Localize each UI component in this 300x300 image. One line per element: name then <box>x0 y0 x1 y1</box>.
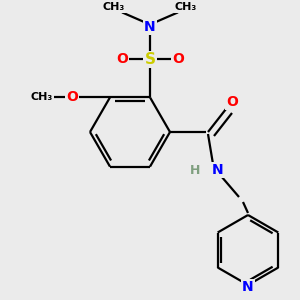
Text: O: O <box>66 90 78 104</box>
Text: O: O <box>172 52 184 66</box>
Text: O: O <box>226 95 238 109</box>
Text: CH₃: CH₃ <box>175 2 197 12</box>
Text: S: S <box>145 52 155 67</box>
Text: N: N <box>144 20 156 34</box>
Text: N: N <box>212 163 224 177</box>
Text: H: H <box>190 164 200 176</box>
Text: O: O <box>116 52 128 66</box>
Text: N: N <box>242 280 254 294</box>
Text: CH₃: CH₃ <box>103 2 125 12</box>
Text: CH₃: CH₃ <box>31 92 53 102</box>
